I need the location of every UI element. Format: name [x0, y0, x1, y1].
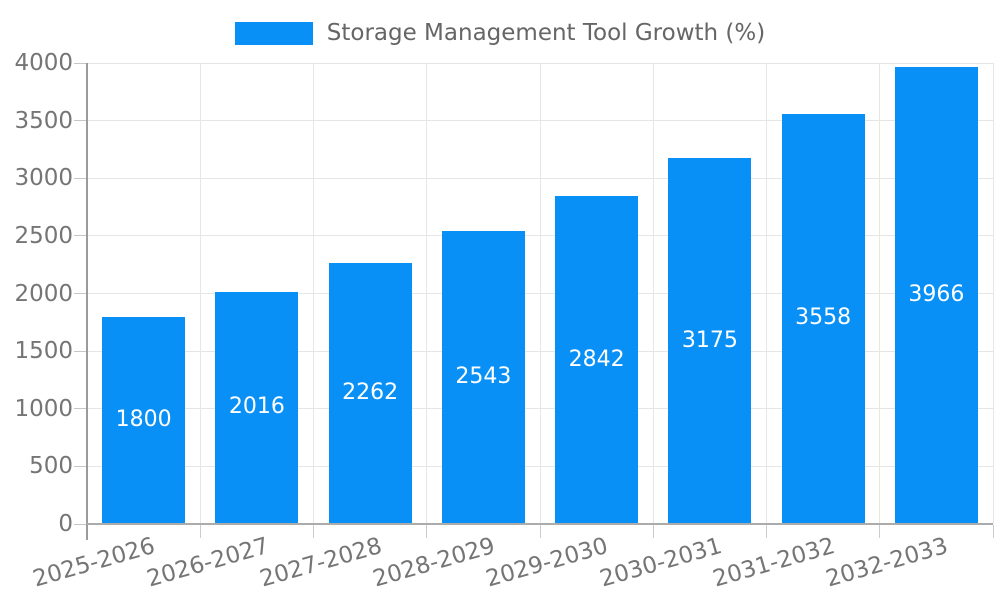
x-tickmark [992, 525, 994, 538]
bar-value-label: 3175 [681, 327, 738, 353]
y-tickmark [74, 120, 87, 122]
y-tickmark [74, 350, 87, 352]
x-tickmark [199, 525, 201, 538]
y-axis-label: 2500 [14, 222, 73, 249]
bar-value-label: 2016 [228, 394, 285, 420]
x-tickmark [879, 525, 881, 538]
y-tickmark [74, 465, 87, 467]
bar[interactable]: 2543 [441, 230, 525, 523]
y-axis-line [86, 63, 88, 540]
x-axis-label: 2025-2026 [30, 532, 159, 593]
y-axis-label: 3000 [14, 165, 73, 192]
x-axis-label: 2029-2030 [483, 532, 612, 593]
bar[interactable]: 1800 [102, 316, 186, 523]
y-tickmark [74, 293, 87, 294]
x-axis-label: 2030-2031 [596, 532, 725, 593]
x-gridline [199, 63, 201, 524]
bar-value-label: 3966 [908, 281, 965, 307]
x-gridline [992, 63, 994, 524]
x-tickmark [539, 525, 541, 538]
legend-swatch [234, 21, 313, 45]
x-gridline [879, 63, 881, 524]
y-axis-label: 4000 [14, 50, 73, 76]
y-axis-label: 500 [29, 453, 73, 480]
bar[interactable]: 2262 [328, 263, 412, 523]
y-tickmark [74, 523, 87, 525]
x-axis-label: 2027-2028 [256, 532, 385, 593]
x-axis-line [87, 523, 993, 525]
bar[interactable]: 3558 [781, 113, 865, 523]
x-tickmark [426, 525, 428, 538]
x-gridline [426, 63, 428, 524]
y-tickmark [74, 235, 87, 237]
bar-value-label: 2262 [342, 380, 399, 406]
x-tickmark [652, 525, 654, 538]
bar-value-label: 3558 [795, 305, 852, 331]
legend[interactable]: Storage Management Tool Growth (%) [0, 20, 1000, 46]
x-tickmark [313, 525, 314, 538]
y-axis-label: 2000 [14, 280, 73, 307]
y-axis-label: 3500 [14, 107, 73, 134]
x-gridline [539, 63, 541, 524]
bar[interactable]: 2842 [555, 196, 639, 523]
x-axis-label: 2031-2032 [709, 532, 838, 593]
x-gridline [313, 63, 314, 524]
bar-value-label: 2543 [455, 363, 512, 389]
x-axis-label: 2026-2027 [143, 532, 272, 593]
y-tickmark [74, 408, 87, 410]
x-gridline [652, 63, 654, 524]
bar[interactable]: 2016 [215, 291, 299, 523]
y-axis-label: 1000 [14, 395, 73, 422]
y-axis-label: 0 [58, 511, 73, 537]
y-tickmark [74, 177, 87, 179]
y-axis-label: 1500 [14, 338, 73, 365]
legend-label: Storage Management Tool Growth (%) [326, 20, 766, 46]
x-axis-label: 2028-2029 [370, 532, 498, 593]
bar-value-label: 1800 [115, 406, 172, 432]
bar-value-label: 2842 [568, 346, 625, 372]
x-gridline [766, 63, 767, 524]
x-axis-label: 2032-2033 [823, 532, 951, 593]
bar[interactable]: 3966 [894, 66, 978, 523]
x-tickmark [766, 525, 767, 538]
bar[interactable]: 3175 [668, 158, 752, 523]
y-tickmark [74, 62, 87, 64]
